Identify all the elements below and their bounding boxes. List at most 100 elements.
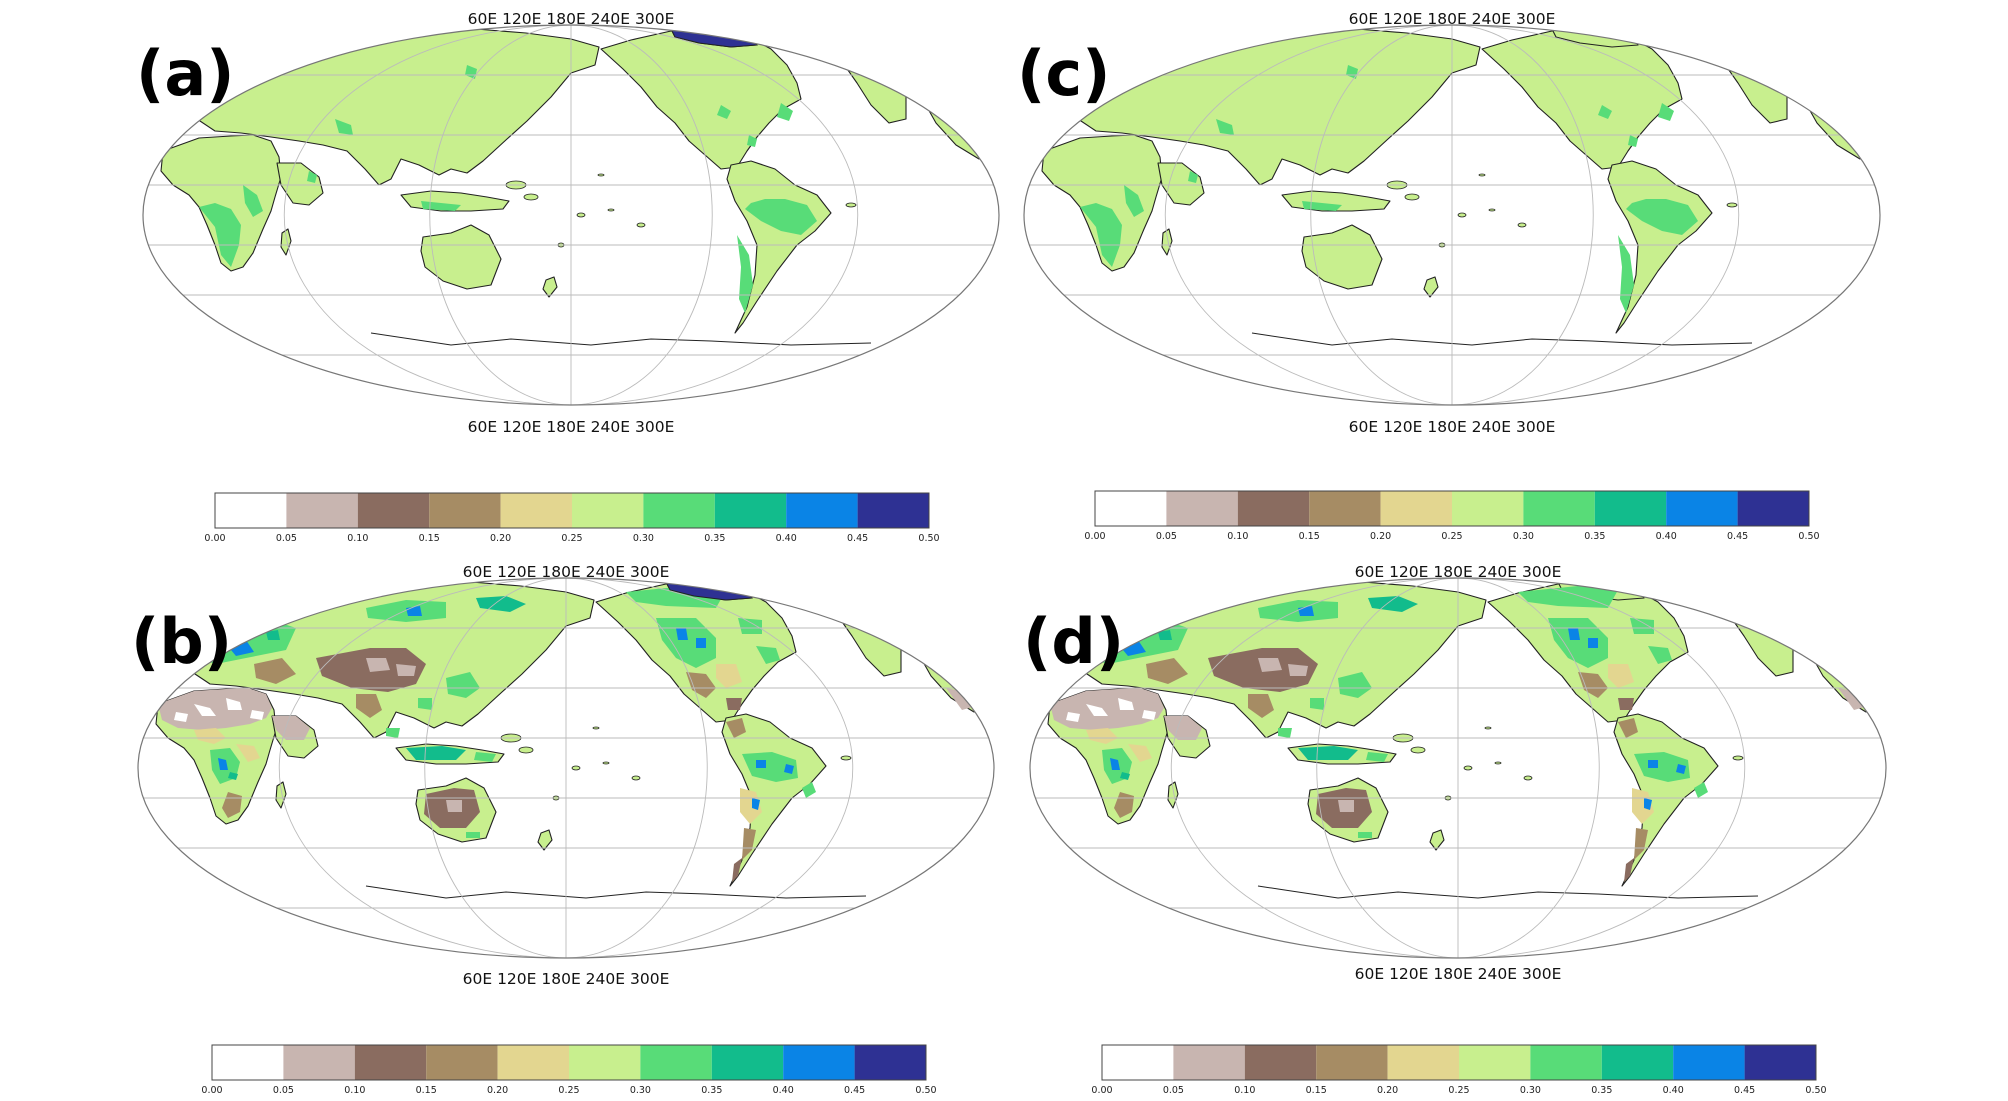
colorbar-tick-label: 0.10 <box>1234 1085 1255 1096</box>
antarctic-coast <box>370 332 872 346</box>
island <box>571 765 581 771</box>
map-panel-a: 60E 120E 180E 240E 300E 60E 120E 180E 24… <box>136 10 1000 436</box>
world-map <box>142 24 1000 406</box>
panel-label: (a) <box>136 37 235 110</box>
colorbar-segment <box>1237 491 1310 526</box>
value-patch <box>740 788 762 824</box>
bottom-longitude-labels: 60E 120E 180E 240E 300E <box>463 970 670 988</box>
value-patches <box>1080 65 1698 313</box>
landmass-britain <box>1800 631 1815 651</box>
value-patch <box>194 728 226 744</box>
value-patch <box>1624 858 1634 882</box>
colorbar-tick-label: 0.10 <box>347 533 368 544</box>
colorbar-tick-label: 0.30 <box>1513 531 1534 542</box>
colorbar-segment <box>783 1045 855 1080</box>
value-patch <box>1658 103 1674 121</box>
colorbar-tick-label: 0.15 <box>419 533 440 544</box>
value-patch <box>756 760 766 768</box>
value-patch <box>1618 698 1634 710</box>
island <box>523 193 539 201</box>
value-patch <box>676 628 688 640</box>
colorbar-tick-label: 0.05 <box>276 533 297 544</box>
landmass-newzealand <box>1423 276 1439 298</box>
island <box>518 746 534 754</box>
island <box>1484 726 1492 730</box>
value-patches <box>199 65 817 313</box>
bottom-longitude-labels: 60E 120E 180E 240E 300E <box>468 418 675 436</box>
value-patch <box>726 718 746 738</box>
landmass-africa <box>1041 134 1163 272</box>
value-patch <box>1618 718 1638 738</box>
colorbar-tick-label: 0.30 <box>633 533 654 544</box>
value-patch <box>1838 688 1868 710</box>
value-patch <box>742 752 798 782</box>
island <box>607 208 615 212</box>
panel-label: (d) <box>1023 605 1124 678</box>
island <box>1726 202 1738 208</box>
value-patch <box>418 698 432 710</box>
value-patch <box>1188 171 1198 183</box>
value-patch <box>421 201 461 211</box>
value-patch <box>266 630 280 640</box>
value-patch <box>737 235 753 313</box>
value-patch <box>1366 752 1388 762</box>
colorbar-segment <box>354 1045 427 1080</box>
colorbar-tick-label: 0.25 <box>561 533 582 544</box>
colorbar-segment <box>1316 1045 1388 1080</box>
colorbar-segment <box>1737 491 1809 526</box>
island <box>1517 222 1527 228</box>
colorbar-c: 0.00 0.05 0.10 0.15 0.20 0.25 0.30 0.35 0.40 0.45… <box>1084 490 1820 542</box>
colorbar-segment <box>1744 1045 1816 1080</box>
value-patch <box>1258 658 1282 672</box>
graticule <box>1030 578 1886 958</box>
colorbar-segment <box>1173 1045 1245 1080</box>
value-patch <box>356 694 382 718</box>
island <box>1404 193 1420 201</box>
colorbar-tick-label: 0.45 <box>1734 1085 1755 1096</box>
map-panel-c: 60E 120E 180E 240E 300E 60E 120E 180E 24… <box>1017 10 1881 436</box>
value-patch <box>742 828 756 860</box>
value-patch <box>752 798 760 810</box>
value-patch <box>1310 698 1324 710</box>
colorbar-tick-label: 0.15 <box>416 1085 437 1096</box>
value-patch <box>1632 788 1654 824</box>
colorbar-tick-label: 0.05 <box>1156 531 1177 542</box>
colorbar-segment <box>426 1045 498 1080</box>
colorbar-segment <box>1673 1045 1745 1080</box>
landmass-newzealand <box>537 829 553 851</box>
antarctic-coast <box>1257 885 1759 899</box>
value-patch <box>1142 710 1156 720</box>
colorbar-tick-label: 0.25 <box>1448 1085 1469 1096</box>
value-patch <box>1114 792 1134 818</box>
value-patch <box>1338 800 1354 812</box>
value-patch <box>194 704 216 716</box>
landmass-britain <box>908 631 923 651</box>
value-patch <box>1598 105 1612 119</box>
colorbar-tick-label: 0.00 <box>1091 1085 1112 1096</box>
colorbar-tick-label: 0.50 <box>918 533 939 544</box>
island <box>592 726 600 730</box>
value-patch <box>1358 832 1372 838</box>
colorbar-segment <box>1387 1045 1459 1080</box>
colorbar-tick-label: 0.40 <box>776 533 797 544</box>
colorbar-tick-label: 0.20 <box>490 533 511 544</box>
value-patch <box>1086 728 1118 744</box>
value-patch <box>1298 746 1358 760</box>
colorbar-segment <box>429 493 501 528</box>
value-patch <box>446 800 462 812</box>
value-patch <box>465 65 477 79</box>
value-patch <box>1158 630 1172 640</box>
landmass-australia <box>420 224 502 290</box>
value-patch <box>254 658 296 684</box>
value-patch <box>218 758 228 770</box>
colorbar-tick-label: 0.20 <box>487 1085 508 1096</box>
value-patch <box>1630 618 1654 634</box>
colorbar-segment <box>1530 1045 1602 1080</box>
colorbar-segment <box>857 493 929 528</box>
colorbar-tick-label: 0.10 <box>1227 531 1248 542</box>
colorbar-tick-label: 0.30 <box>1520 1085 1541 1096</box>
colorbar-segment <box>500 493 572 528</box>
island <box>1463 765 1473 771</box>
island <box>1732 755 1744 761</box>
value-patch <box>243 185 263 217</box>
